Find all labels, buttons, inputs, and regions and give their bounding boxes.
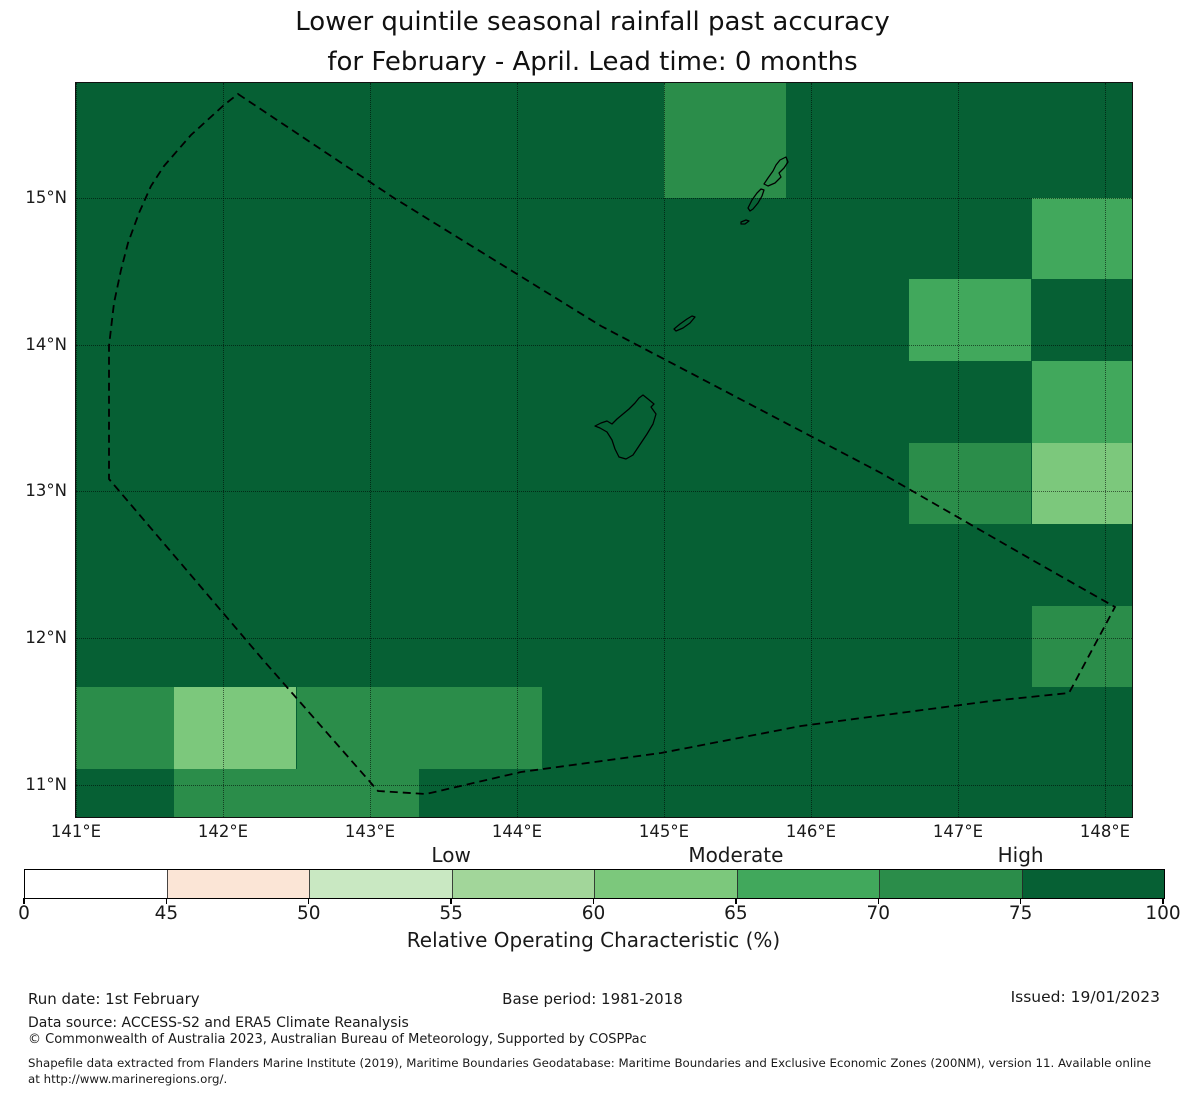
- colorbar-segment: [309, 870, 452, 898]
- x-tick-label: 144°E: [491, 822, 543, 841]
- y-tick-label: 12°N: [25, 628, 67, 648]
- roc-cell: [1031, 442, 1132, 524]
- y-tick-label: 14°N: [25, 334, 67, 354]
- x-tick-label: 142°E: [197, 822, 249, 841]
- roc-cell: [1031, 605, 1132, 687]
- roc-cell: [664, 83, 787, 198]
- colorbar-caption: Relative Operating Characteristic (%): [406, 928, 781, 952]
- colorbar-tick-label: 55: [439, 903, 463, 924]
- colorbar-tick-label: 65: [724, 903, 748, 924]
- colorbar-tick: [23, 898, 25, 904]
- roc-cell: [174, 768, 419, 817]
- colorbar-segment: [1021, 870, 1164, 898]
- roc-cell: [1031, 197, 1132, 280]
- legend-category-label: Moderate: [688, 843, 784, 867]
- x-tick-label: 146°E: [785, 822, 837, 841]
- gridline-horizontal: [76, 344, 1132, 346]
- footer-shapefile-line1: Shapefile data extracted from Flanders M…: [28, 1056, 1152, 1070]
- colorbar-tick-label: 45: [154, 903, 179, 924]
- footer-shapefile-line2: at http://www.marineregions.org/.: [28, 1071, 228, 1086]
- gridline-vertical: [664, 83, 665, 817]
- map-grid: [76, 83, 1132, 817]
- roc-cell: [1031, 360, 1132, 443]
- map-panel: [75, 82, 1133, 818]
- colorbar-tick-label: 75: [1008, 903, 1033, 924]
- island-outline-guam: [594, 394, 657, 460]
- footer-copyright: © Commonwealth of Australia 2023, Austra…: [28, 1032, 647, 1047]
- colorbar-tick: [1162, 898, 1164, 904]
- gridline-vertical: [811, 83, 812, 817]
- footer-data-source: Data source: ACCESS-S2 and ERA5 Climate …: [28, 1015, 409, 1031]
- roc-cell: [296, 687, 542, 769]
- gridline-vertical: [370, 83, 371, 817]
- colorbar-tick: [877, 898, 879, 904]
- colorbar-tick-label: 70: [866, 903, 891, 924]
- roc-cell: [909, 279, 1032, 361]
- page-title: Lower quintile seasonal rainfall past ac…: [0, 2, 1185, 82]
- gridline-horizontal: [76, 197, 1132, 199]
- gridline-vertical: [76, 83, 77, 817]
- title-line-1: Lower quintile seasonal rainfall past ac…: [295, 7, 890, 37]
- colorbar-tick: [450, 898, 452, 904]
- gridline-vertical: [223, 83, 224, 817]
- gridline-horizontal: [76, 638, 1132, 640]
- gridline-vertical: [517, 83, 518, 817]
- colorbar-tick: [165, 898, 168, 904]
- colorbar-tick-label: 0: [18, 903, 30, 924]
- island-outline-tinian: [747, 188, 765, 212]
- colorbar-tick-label: 60: [581, 903, 606, 924]
- colorbar-tick-label: 50: [296, 903, 321, 924]
- colorbar-tick: [308, 898, 310, 904]
- colorbar-segment: [594, 870, 737, 898]
- y-tick-label: 15°N: [25, 187, 67, 207]
- colorbar-segment: [736, 870, 879, 898]
- colorbar-tick: [1019, 898, 1022, 904]
- y-tick-label: 11°N: [25, 774, 67, 794]
- map-shape-layer: [108, 92, 1117, 795]
- roc-cell: [909, 442, 1032, 524]
- roc-cell: [174, 687, 297, 769]
- footer-issued-date: Issued: 19/01/2023: [1010, 988, 1160, 1006]
- x-tick-label: 145°E: [638, 822, 690, 841]
- island-outline-aguijan: [740, 219, 750, 225]
- gridline-vertical: [958, 83, 959, 817]
- eez-boundary-outline: [108, 92, 1117, 795]
- island-outline-saipan: [763, 156, 789, 187]
- x-tick-label: 141°E: [50, 822, 102, 841]
- roc-cell: [76, 687, 175, 769]
- x-tick-label: 147°E: [932, 822, 984, 841]
- colorbar-segment: [879, 870, 1022, 898]
- footer-base-period: Base period: 1981-2018: [502, 990, 683, 1008]
- gridline-vertical: [1105, 83, 1106, 817]
- colorbar-segment: [451, 870, 594, 898]
- x-tick-label: 148°E: [1079, 822, 1131, 841]
- y-tick-label: 13°N: [25, 481, 67, 501]
- footer-shapefile-note: Shapefile data extracted from Flanders M…: [28, 1056, 1173, 1087]
- footer-run-date: Run date: 1st February: [28, 990, 200, 1008]
- colorbar: [24, 869, 1165, 899]
- legend-category-label: Low: [431, 843, 471, 867]
- colorbar-tick-label: 100: [1145, 903, 1181, 924]
- colorbar-segment: [25, 870, 167, 898]
- legend-category-label: High: [997, 843, 1044, 867]
- title-line-2: for February - April. Lead time: 0 month…: [327, 47, 858, 77]
- colorbar-tick: [735, 898, 737, 904]
- x-tick-label: 143°E: [344, 822, 396, 841]
- colorbar-tick: [592, 898, 595, 904]
- gridline-horizontal: [76, 491, 1132, 493]
- colorbar-segment: [166, 870, 309, 898]
- island-outline-rota: [673, 315, 696, 332]
- gridline-horizontal: [76, 784, 1132, 786]
- islands-group: [594, 156, 789, 460]
